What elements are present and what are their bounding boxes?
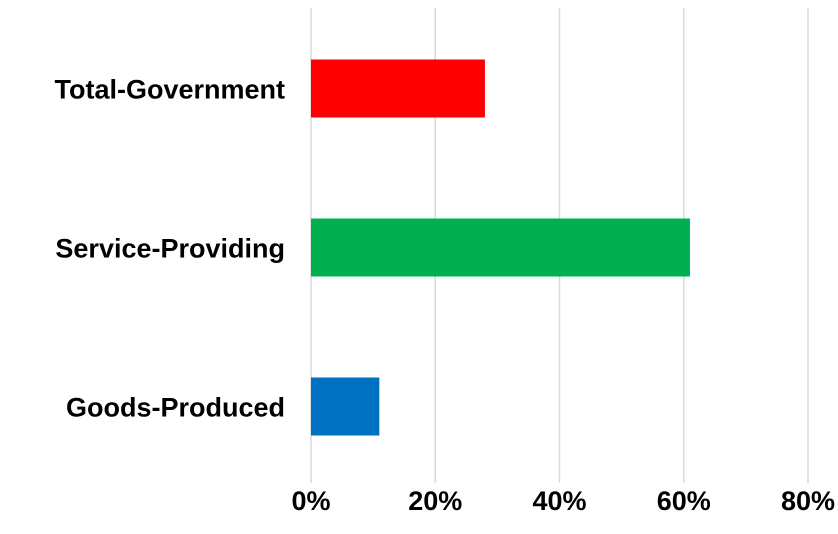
category-label: Goods-Produced (66, 393, 285, 423)
bar-total-government (311, 59, 485, 118)
bar-goods-produced (311, 377, 380, 436)
x-tick-label: 0% (291, 486, 330, 516)
x-axis-tick-labels: 0% 20% 40% 60% 80% (291, 486, 835, 516)
category-label: Service-Providing (55, 234, 285, 264)
category-label: Total-Government (54, 75, 285, 105)
x-tick-label: 60% (657, 486, 711, 516)
category-labels: Total-Government Service-Providing Goods-P… (54, 75, 285, 423)
bars (311, 59, 690, 436)
bar-service-providing (311, 218, 690, 277)
x-tick-label: 20% (408, 486, 462, 516)
x-tick-label: 40% (532, 486, 586, 516)
x-tick-label: 80% (781, 486, 835, 516)
